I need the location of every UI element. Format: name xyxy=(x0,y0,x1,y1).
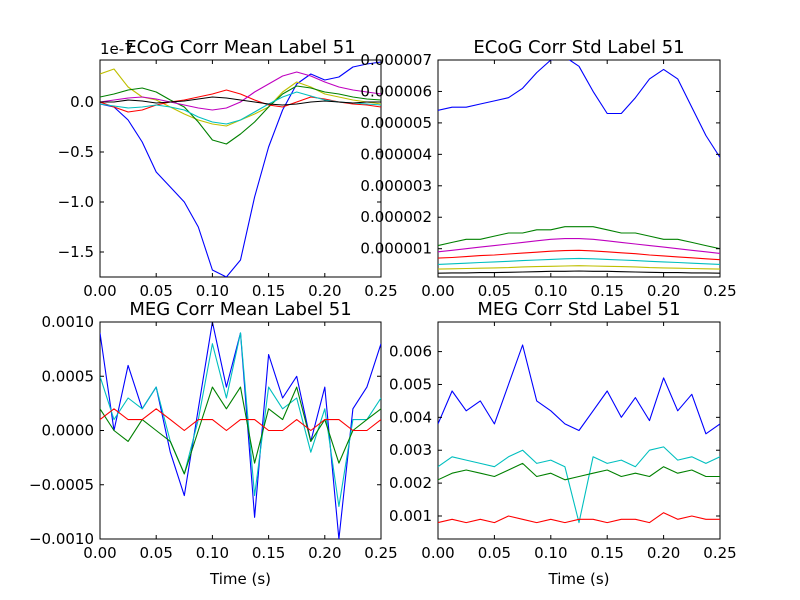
panel-meg-mean: 0.00 0.05 0.10 0.15 0.20 0.25 0.0010 0.0005 0.00… xyxy=(29,299,398,588)
meg-std-series-1-line xyxy=(438,344,720,435)
meg-std-x-tick-label: 0.20 xyxy=(647,544,680,562)
ecog-mean-x-tick-label: 0.15 xyxy=(252,282,285,300)
meg-mean-x-tick-label: 0.20 xyxy=(308,544,341,562)
meg-std-x-tick-label: 0.10 xyxy=(534,544,567,562)
ecog-mean-offset-text: 1e-7 xyxy=(100,40,134,58)
ecog-std-y-tick-label: 0.000007 xyxy=(360,51,432,69)
ecog-mean-y-tick-label: −0.5 xyxy=(58,143,94,161)
meg-mean-y-tick-label: 0.0010 xyxy=(42,313,95,331)
ecog-mean-y-tick-label: −1.0 xyxy=(58,193,94,211)
meg-std-series-3-line xyxy=(438,462,720,481)
ecog-mean-plot-area xyxy=(99,59,382,278)
ecog-std-y-tick-label: 0.000003 xyxy=(360,177,432,195)
panel-ecog-mean: 0.00 0.05 0.10 0.15 0.20 0.25 0.0 −0.5 −1.0 −1.5 E… xyxy=(58,37,398,300)
meg-std-x-axis-label: Time (s) xyxy=(548,570,610,588)
meg-mean-series-3-line xyxy=(100,386,381,475)
meg-mean-x-tick-label: 0.15 xyxy=(252,544,285,562)
ecog-std-x-tick-label: 0.10 xyxy=(534,282,567,300)
ecog-std-x-tick-label: 0.20 xyxy=(647,282,680,300)
ecog-mean-series-7-line xyxy=(100,96,381,106)
ecog-mean-series-6-line xyxy=(100,71,381,111)
meg-std-y-tick-label: 0.003 xyxy=(389,441,432,459)
ecog-std-series-3-line xyxy=(438,238,720,254)
ecog-mean-x-tick-label: 0.20 xyxy=(308,282,341,300)
ecog-std-series-1-line xyxy=(438,60,720,158)
meg-mean-plot-area xyxy=(99,321,382,540)
meg-mean-y-tick-label: 0.0000 xyxy=(42,422,95,440)
meg-std-x-tick-label: 0.05 xyxy=(478,544,511,562)
meg-mean-x-axis-label: Time (s) xyxy=(209,570,271,588)
ecog-std-title: ECoG Corr Std Label 51 xyxy=(473,37,684,58)
meg-mean-y-tick-label: −0.0005 xyxy=(29,476,94,494)
meg-std-x-tick-label: 0.25 xyxy=(703,544,736,562)
meg-mean-y-tick-label: 0.0005 xyxy=(42,367,95,385)
ecog-std-x-tick-label: 0.15 xyxy=(590,282,623,300)
panel-ecog-std: 0.00 0.05 0.10 0.15 0.20 0.25 0.000001 0.000002… xyxy=(360,37,736,300)
meg-mean-x-tick-label: 0.10 xyxy=(196,544,229,562)
ecog-std-y-tick-label: 0.000005 xyxy=(360,114,432,132)
meg-mean-y-tick-label: −0.0010 xyxy=(29,530,94,548)
ecog-std-y-tick-label: 0.000002 xyxy=(360,208,432,226)
ecog-std-y-tick-label: 0.000004 xyxy=(360,145,432,163)
meg-std-y-tick-label: 0.001 xyxy=(389,507,432,525)
meg-mean-x-tick-label: 0.00 xyxy=(83,544,116,562)
meg-mean-title: MEG Corr Mean Label 51 xyxy=(129,299,351,320)
ecog-mean-y-tick-label: 0.0 xyxy=(70,93,94,111)
meg-std-title: MEG Corr Std Label 51 xyxy=(477,299,680,320)
meg-mean-x-tick-label: 0.25 xyxy=(364,544,397,562)
meg-mean-x-tick-label: 0.05 xyxy=(139,544,172,562)
ecog-std-series-6-line xyxy=(438,265,720,270)
meg-mean-series-2-line xyxy=(100,332,381,507)
ecog-std-y-tick-label: 0.000006 xyxy=(360,82,432,100)
meg-std-y-tick-label: 0.006 xyxy=(389,343,432,361)
ecog-std-x-tick-label: 0.25 xyxy=(703,282,736,300)
meg-std-x-tick-label: 0.15 xyxy=(590,544,623,562)
ecog-std-series-7-line xyxy=(438,270,720,274)
ecog-std-series-2-line xyxy=(438,226,720,250)
meg-mean-series-4-line xyxy=(100,408,381,432)
panel-meg-std: 0.00 0.05 0.10 0.15 0.20 0.25 0.001 0.002 0.003 0… xyxy=(389,299,737,588)
ecog-std-series-4-line xyxy=(438,249,720,261)
ecog-mean-series-3-line xyxy=(100,85,381,145)
ecog-mean-series-1-line xyxy=(100,61,381,277)
ecog-mean-x-tick-label: 0.00 xyxy=(83,282,116,300)
ecog-mean-title: ECoG Corr Mean Label 51 xyxy=(125,37,355,58)
meg-std-y-tick-label: 0.004 xyxy=(389,408,432,426)
meg-std-series-4-line xyxy=(438,512,720,524)
meg-std-y-tick-label: 0.005 xyxy=(389,375,432,393)
ecog-mean-x-tick-label: 0.05 xyxy=(139,282,172,300)
ecog-std-plot-area xyxy=(437,59,721,278)
ecog-mean-x-tick-label: 0.10 xyxy=(196,282,229,300)
meg-std-series-2-line xyxy=(438,446,720,524)
ecog-mean-y-tick-label: −1.5 xyxy=(58,243,94,261)
ecog-mean-x-tick-label: 0.25 xyxy=(364,282,397,300)
ecog-std-x-tick-label: 0.05 xyxy=(478,282,511,300)
ecog-std-series-5-line xyxy=(438,257,720,265)
ecog-std-y-tick-label: 0.000001 xyxy=(360,240,432,258)
meg-std-x-tick-label: 0.00 xyxy=(421,544,454,562)
meg-std-y-tick-label: 0.002 xyxy=(389,474,432,492)
ecog-std-x-tick-label: 0.00 xyxy=(421,282,454,300)
